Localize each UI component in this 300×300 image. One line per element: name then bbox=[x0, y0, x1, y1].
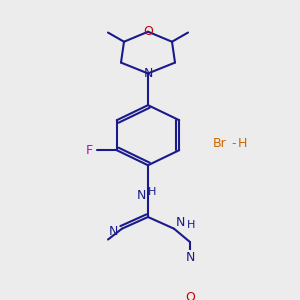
Text: O: O bbox=[143, 25, 153, 38]
Text: H: H bbox=[187, 220, 195, 230]
Text: N: N bbox=[143, 67, 153, 80]
Text: -: - bbox=[232, 137, 236, 150]
Text: N: N bbox=[185, 250, 195, 264]
Text: N: N bbox=[175, 215, 185, 229]
Text: O: O bbox=[185, 291, 195, 300]
Text: Br: Br bbox=[213, 137, 227, 150]
Text: N: N bbox=[108, 225, 118, 238]
Text: F: F bbox=[85, 144, 92, 157]
Text: N: N bbox=[136, 189, 146, 202]
Text: H: H bbox=[148, 187, 156, 197]
Text: H: H bbox=[237, 137, 247, 150]
